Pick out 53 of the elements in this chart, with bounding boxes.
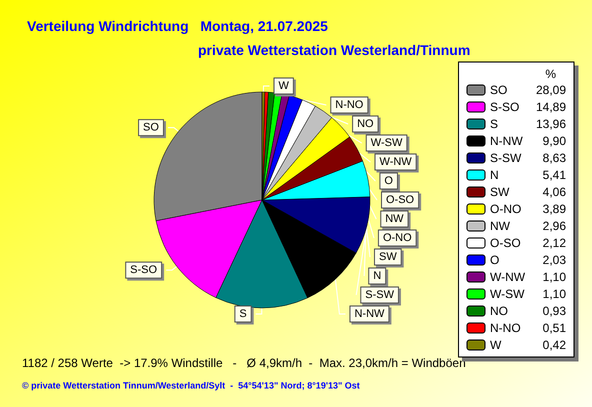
data-label: 2,03 bbox=[542, 253, 566, 267]
slice-label: N bbox=[373, 270, 382, 282]
slice-label: W bbox=[278, 80, 290, 92]
slice-label: S-SW bbox=[365, 289, 395, 302]
data-label: 3,89 bbox=[542, 202, 566, 216]
text: © private Wetterstation Tinnum/Westerland/Sylt - 54°54'13" Nord; 8°19'13" Ost bbox=[22, 380, 360, 390]
legend-label: SO bbox=[490, 83, 508, 97]
legend-label: O-SO bbox=[490, 236, 521, 250]
legend-label: O-NO bbox=[490, 202, 522, 216]
legend-label: S-SW bbox=[490, 151, 522, 165]
legend-label: SW bbox=[490, 185, 510, 199]
data-label: 5,41 bbox=[542, 168, 566, 182]
legend-title: % bbox=[545, 67, 556, 81]
slice-label: O bbox=[384, 175, 394, 188]
data-label: 14,89 bbox=[536, 100, 566, 114]
legend-label: S bbox=[490, 117, 498, 131]
text: 1182 / 258 Werte -> 17.9% Windstille - Ø 4,9km/h - Max. 23,0km/h = Windböen bbox=[22, 356, 466, 370]
slice-label: NW bbox=[385, 213, 404, 226]
legend-label: NW bbox=[490, 219, 511, 233]
legend-label: O bbox=[490, 253, 500, 267]
chart-subtitle: private Wetterstation Westerland/Tinnum bbox=[198, 42, 470, 58]
chart-title: Verteilung Windrichtung Montag, 21.07.2025 bbox=[27, 18, 328, 34]
data-label: 9,90 bbox=[542, 134, 566, 148]
data-label: 1,10 bbox=[542, 270, 566, 284]
legend-label: W-NW bbox=[490, 270, 526, 284]
legend-label: S-SO bbox=[490, 100, 520, 114]
legend-label: N bbox=[490, 168, 499, 182]
data-label: 13,96 bbox=[536, 117, 566, 131]
slice-label: N-NW bbox=[354, 308, 386, 320]
data-label: 2,96 bbox=[542, 219, 566, 233]
legend-label: W-SW bbox=[490, 287, 526, 301]
legend-label: W bbox=[490, 338, 502, 352]
data-label: 0,93 bbox=[542, 304, 566, 318]
slice-label: W-SW bbox=[370, 137, 403, 150]
slice-label: N-NO bbox=[335, 99, 364, 112]
data-label: 28,09 bbox=[536, 83, 566, 97]
data-label: 0,42 bbox=[542, 338, 566, 352]
slice-label: S bbox=[239, 308, 247, 320]
slice-label: O-NO bbox=[382, 232, 412, 244]
slice-label: NO bbox=[357, 118, 374, 130]
data-label: 2,12 bbox=[542, 236, 566, 250]
slice-label: SO bbox=[143, 122, 160, 134]
legend-label: N-NW bbox=[490, 134, 524, 148]
legend-label: NO bbox=[490, 304, 508, 318]
slice-label: S-SO bbox=[130, 264, 158, 276]
legend-label: N-NO bbox=[490, 321, 521, 335]
data-label: 1,10 bbox=[542, 287, 566, 301]
data-label: 4,06 bbox=[542, 185, 566, 199]
slice-label: SW bbox=[378, 251, 398, 264]
data-label: 0,51 bbox=[542, 321, 566, 335]
data-label: 8,63 bbox=[542, 151, 566, 165]
slice-label: O-SO bbox=[386, 194, 415, 206]
slice-label: W-NW bbox=[380, 156, 412, 168]
